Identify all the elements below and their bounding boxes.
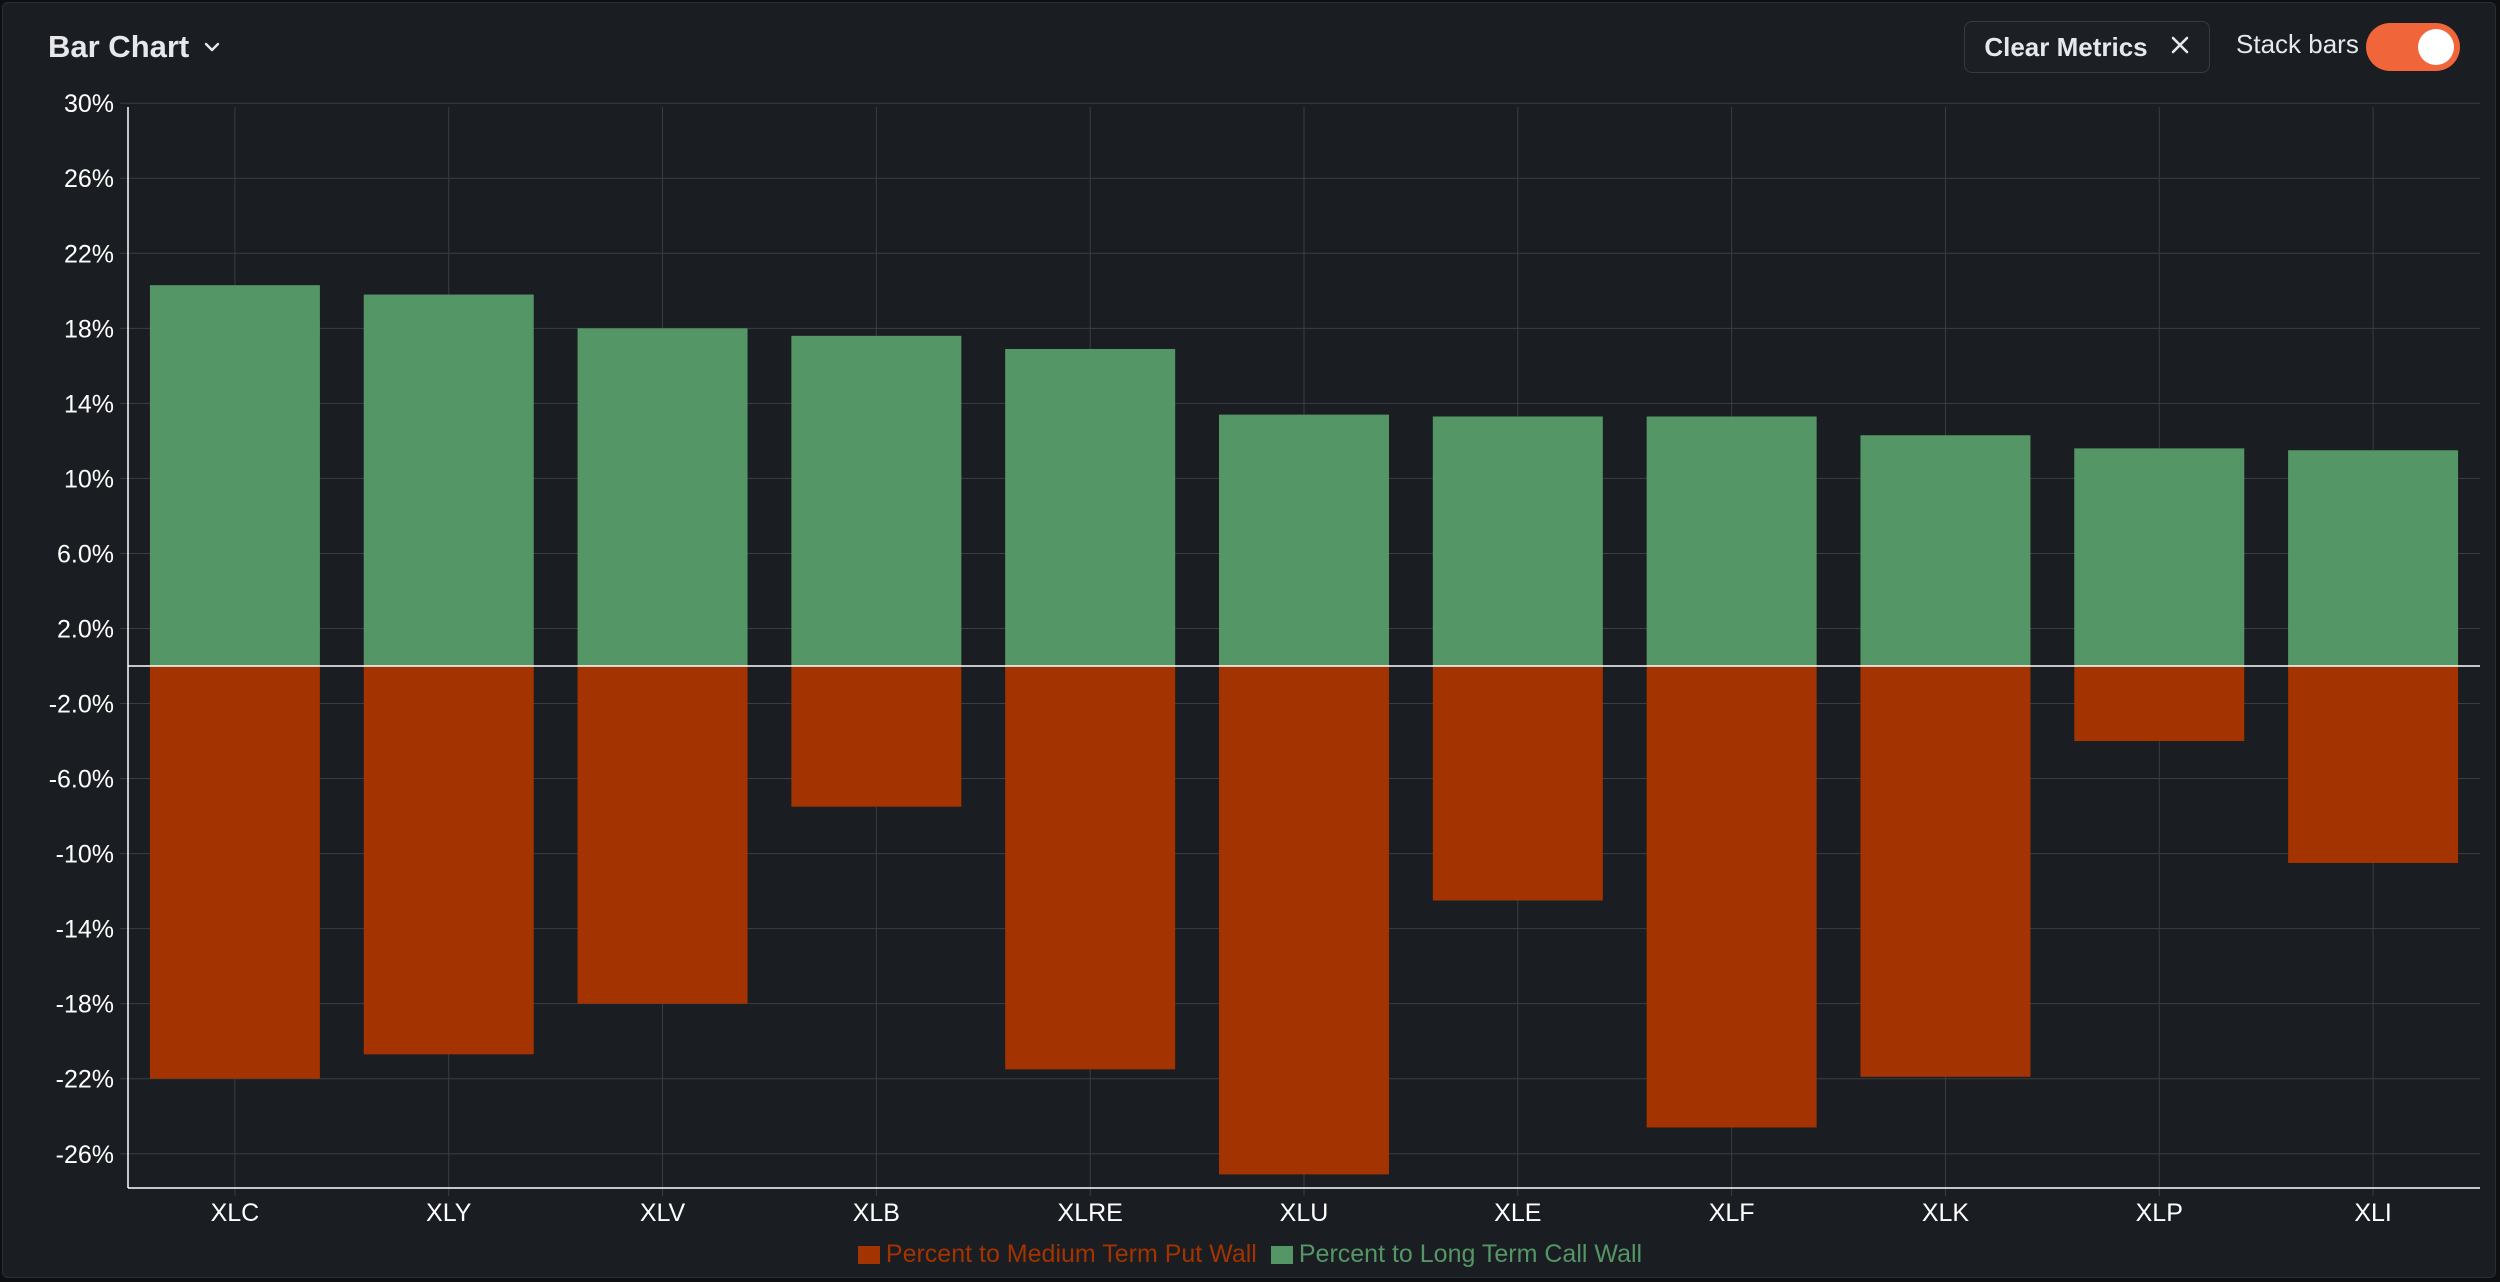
x-tick-label: XLP <box>2136 1199 2183 1227</box>
chevron-down-icon <box>203 41 221 53</box>
bar-call-xlc <box>149 285 320 666</box>
y-tick-label: 14% <box>64 390 114 418</box>
bar-call-xlu <box>1219 414 1389 666</box>
legend-swatch <box>1270 1245 1293 1264</box>
bar-put-xle <box>1432 666 1603 901</box>
x-tick-label: XLV <box>640 1199 686 1227</box>
chart-type-dropdown[interactable]: Bar Chart <box>48 24 221 70</box>
x-tick-label: XLK <box>1922 1199 1970 1227</box>
x-tick-label: XLI <box>2354 1199 2392 1227</box>
bar-put-xli <box>2288 666 2459 863</box>
chart-legend: Percent to Medium Term Put Wall Percent t… <box>0 1240 2500 1269</box>
bar-put-xlc <box>149 666 320 1079</box>
bar-put-xlf <box>1646 666 1817 1128</box>
bar-put-xlb <box>791 666 962 807</box>
legend-label: Percent to Long Term Call Wall <box>1298 1240 1643 1268</box>
y-tick-label: 26% <box>64 165 114 193</box>
y-tick-label: -14% <box>56 916 114 944</box>
y-tick-label: -6.0% <box>49 766 114 794</box>
clear-metrics-button[interactable]: Clear Metrics <box>1964 21 2210 73</box>
legend-item[interactable]: Percent to Medium Term Put Wall <box>857 1240 1257 1269</box>
x-tick-label: XLY <box>426 1199 472 1227</box>
bar-call-xlp <box>2074 448 2245 666</box>
bar-put-xlre <box>1005 666 1176 1070</box>
bar-call-xli <box>2288 450 2459 666</box>
y-tick-label: 6.0% <box>57 540 114 568</box>
y-tick-label: 22% <box>64 240 114 268</box>
chart-title: Bar Chart <box>48 29 190 64</box>
bar-call-xlf <box>1646 416 1817 666</box>
bar-call-xly <box>363 294 534 666</box>
y-tick-label: -2.0% <box>49 691 114 719</box>
bar-call-xlv <box>577 328 748 666</box>
x-tick-label: XLC <box>211 1199 260 1227</box>
close-icon <box>2170 35 2190 60</box>
stack-bars-label: Stack bars <box>2236 29 2359 59</box>
bar-call-xlre <box>1005 348 1176 666</box>
bar-put-xly <box>363 666 534 1055</box>
y-tick-label: -18% <box>56 991 114 1019</box>
bar-put-xlk <box>1860 666 2031 1077</box>
y-tick-label: 18% <box>64 315 114 343</box>
stack-bars-toggle[interactable] <box>2366 23 2460 71</box>
bar-call-xlk <box>1860 435 2031 666</box>
y-tick-label: 30% <box>64 90 114 118</box>
bar-call-xlb <box>791 335 962 666</box>
y-tick-label: 2.0% <box>57 615 114 643</box>
bar-put-xlu <box>1219 666 1389 1175</box>
legend-item[interactable]: Percent to Long Term Call Wall <box>1270 1240 1643 1269</box>
clear-metrics-label: Clear Metrics <box>1984 31 2148 62</box>
toggle-knob <box>2418 29 2454 65</box>
x-tick-label: XLRE <box>1058 1199 1123 1227</box>
x-tick-label: XLE <box>1494 1199 1541 1227</box>
legend-swatch <box>857 1245 880 1264</box>
y-tick-label: -22% <box>56 1066 114 1094</box>
y-tick-label: 10% <box>64 465 114 493</box>
bar-put-xlp <box>2074 666 2245 742</box>
y-tick-label: -26% <box>56 1141 114 1169</box>
x-tick-label: XLU <box>1280 1199 1329 1227</box>
bar-put-xlv <box>577 666 748 1004</box>
legend-label: Percent to Medium Term Put Wall <box>885 1240 1257 1268</box>
bar-call-xle <box>1432 416 1603 666</box>
x-tick-label: XLB <box>853 1199 900 1227</box>
y-tick-label: -10% <box>56 841 114 869</box>
x-tick-label: XLF <box>1709 1199 1755 1227</box>
